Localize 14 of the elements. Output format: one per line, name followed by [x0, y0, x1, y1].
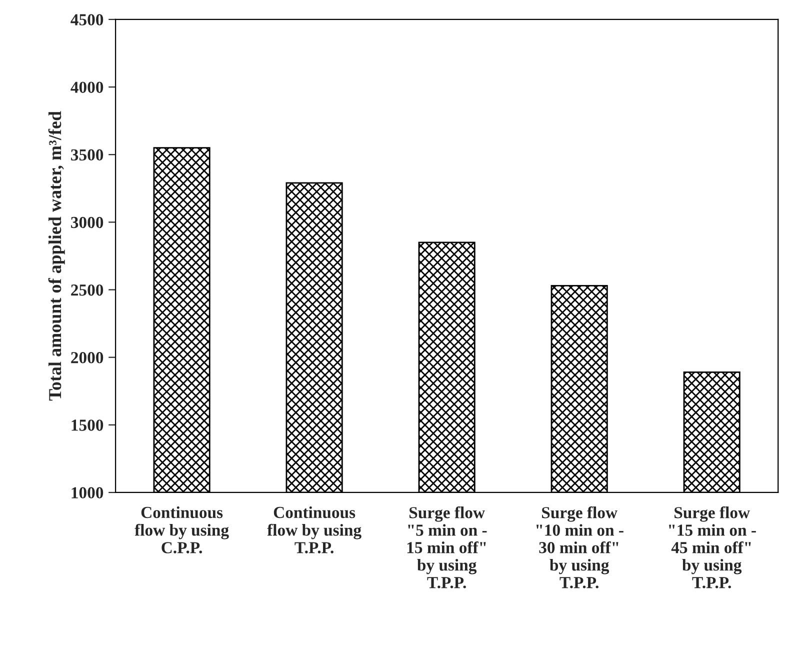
- y-tick-label: 4000: [70, 82, 104, 93]
- y-tick-label: 3500: [71, 149, 104, 161]
- y-tick-label: 2000: [71, 352, 104, 364]
- x-tick-label: Surge flow "15 min on - 45 min off" by using T.P.P.: [669, 506, 756, 588]
- y-axis-title: Total amount of applied water, m³/fed: [48, 111, 65, 401]
- y-tick-label: 3000: [71, 216, 104, 228]
- x-tick-label: Surge flow "5 min on - 15 min off" by using T.P.P.: [407, 506, 487, 588]
- x-tick-label: Continuous flow by using T.P.P.: [267, 506, 362, 554]
- x-tick-label: Surge flow "10 min on - 30 min off" by using T.P.P.: [536, 506, 624, 588]
- y-tick-label: 1500: [72, 420, 104, 431]
- y-tick-label: 4500: [70, 14, 104, 26]
- x-tick-label: Continuous flow by using C.P.P.: [134, 506, 229, 554]
- y-tick-label: 1000: [72, 487, 104, 498]
- y-tick-label: 2500: [71, 284, 104, 296]
